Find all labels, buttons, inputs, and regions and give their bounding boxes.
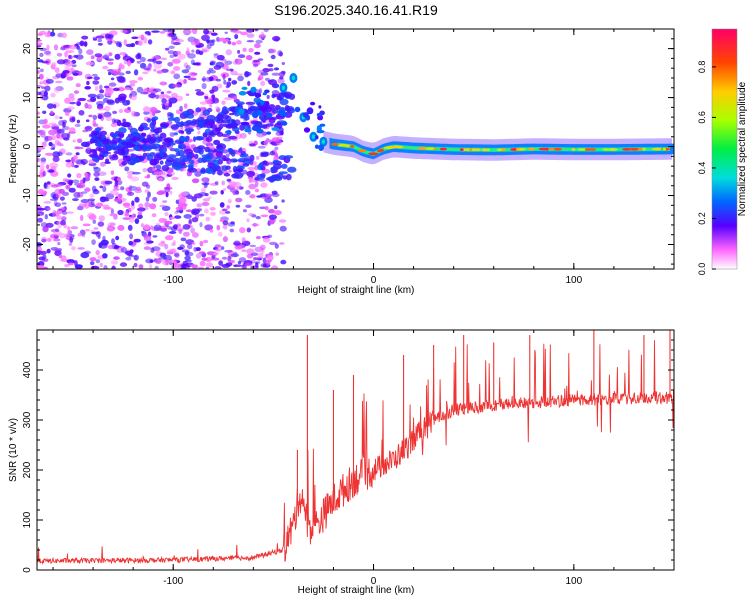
colorbar: 0.0 0.2 0.4 0.6 0.8 Normalized spectral ampl… bbox=[697, 28, 748, 276]
x-tick-label: 100 bbox=[565, 275, 582, 286]
snr-y-label: SNR (10 * v/v) bbox=[8, 418, 19, 482]
y-tick-label: 300 bbox=[22, 411, 33, 428]
snr-frame bbox=[36, 329, 675, 571]
y-tick-label: 0 bbox=[22, 567, 33, 573]
colorbar-tick-label: 0.2 bbox=[697, 212, 707, 225]
x-tick-label: -100 bbox=[163, 275, 183, 286]
carrier-band bbox=[230, 73, 674, 165]
spectrogram-x-label: Height of straight line (km) bbox=[298, 285, 415, 296]
y-tick-label: 200 bbox=[22, 461, 33, 478]
x-tick-label: -100 bbox=[163, 576, 183, 587]
colorbar-tick-label: 0.8 bbox=[697, 61, 707, 74]
spectrogram-y-label: Frequency (Hz) bbox=[8, 115, 19, 184]
snr-content bbox=[37, 330, 674, 565]
y-tick-label: 0 bbox=[22, 143, 33, 149]
y-tick-label: 100 bbox=[22, 511, 33, 528]
y-tick-label: -10 bbox=[22, 188, 33, 203]
y-tick-label: 10 bbox=[22, 92, 33, 104]
spectrogram-content bbox=[37, 29, 674, 269]
colorbar-label: Normalized spectral amplitude bbox=[737, 81, 748, 216]
colorbar-gradient bbox=[712, 29, 737, 269]
snr-series-line bbox=[37, 340, 674, 565]
spectrogram-frame bbox=[36, 28, 675, 270]
chart-title: S196.2025.340.16.41.R19 bbox=[274, 2, 438, 18]
snr-x-label: Height of straight line (km) bbox=[298, 585, 415, 596]
noise-cloud bbox=[37, 29, 297, 269]
y-tick-label: 400 bbox=[22, 361, 33, 378]
snr-panel: -100 0 100 0 100 200 300 400 Height of straight… bbox=[8, 329, 675, 596]
x-tick-label: 0 bbox=[371, 275, 377, 286]
y-tick-label: 20 bbox=[22, 43, 33, 55]
x-tick-label: 0 bbox=[371, 576, 377, 587]
x-tick-label: 100 bbox=[565, 576, 582, 587]
colorbar-tick-label: 0.0 bbox=[697, 263, 707, 276]
colorbar-ticks: 0.0 0.2 0.4 0.6 0.8 bbox=[697, 61, 716, 276]
colorbar-tick-label: 0.6 bbox=[697, 111, 707, 124]
y-tick-label: -20 bbox=[22, 237, 33, 252]
colorbar-tick-label: 0.4 bbox=[697, 162, 707, 175]
snr-ticks: -100 0 100 0 100 200 300 400 bbox=[22, 329, 674, 587]
